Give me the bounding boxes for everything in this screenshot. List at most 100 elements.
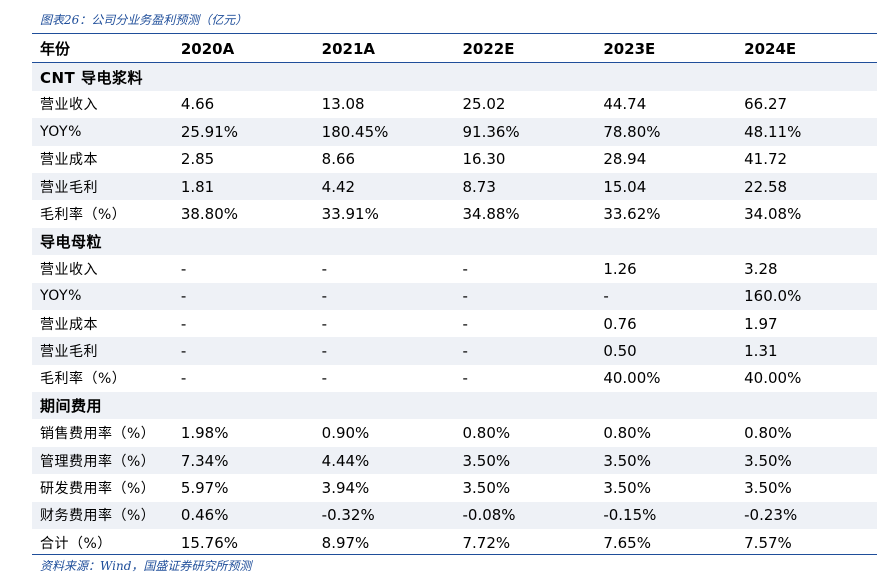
table-cell: 15.04 [595,172,737,201]
table-cell [454,392,596,420]
table-cell: 5.97% [180,478,229,497]
table-cell: 180.45% [313,118,455,146]
table-cell [736,227,877,256]
table-cell: 7.72% [462,533,511,552]
table-cell: 8.73 [454,172,596,201]
table-cell: -0.32% [313,501,455,530]
table-cell: 33.91% [321,205,379,224]
row-label: 营业成本 [40,152,98,169]
table-cell: 3.50% [603,478,651,497]
header-cell: 2023E [595,35,737,64]
table-cell: 3.50% [454,446,596,475]
table-cell [454,227,596,256]
section-row: 导电母粒 [32,227,877,256]
table-cell: 25.02 [462,95,506,114]
table-cell: 13.08 [321,95,365,114]
table-cell: 0.76 [603,314,637,333]
header-cell: 2021A [313,35,455,64]
table-cell: 7.65% [603,533,651,552]
header-cell: 2024E [736,35,877,64]
table-cell: - [172,282,314,310]
table-cell: 66.27 [744,95,788,114]
table-cell: 28.94 [603,150,647,169]
table-cell [595,62,737,91]
table-cell: 34.88% [462,205,520,224]
section-row: 期间费用 [32,392,877,420]
table-row: 管理费用率（%） 7.34% 4.44% 3.50% 3.50% 3.50% [32,446,877,475]
table-cell: 0.90% [321,424,370,443]
table-row: 毛利率（%） - - - 40.00% 40.00% [32,365,877,392]
table-cell: 0.46% [172,501,314,530]
section-row: CNT 导电浆料 [32,62,877,91]
table-cell [595,392,737,420]
table-cell: 1.97 [744,314,778,333]
table-cell [736,392,877,420]
table-body: CNT 导电浆料 营业收入 4.66 13.08 25.02 44.74 66.27 YOY%… [32,62,877,557]
top-rule [32,33,877,34]
header-cell: 年份 [32,35,173,64]
table-cell: - [180,314,187,333]
table-cell: 40.00% [744,369,802,388]
table-cell: 40.00% [603,369,661,388]
table-cell: 7.34% [172,446,314,475]
table-cell: 4.42 [313,172,455,201]
table-row: YOY% 25.91% 180.45% 91.36% 78.80% 48.11% [32,118,877,146]
table-row: 营业成本 2.85 8.66 16.30 28.94 41.72 [32,146,877,173]
table-cell: 8.97% [321,533,370,552]
row-label: 毛利率（%） [40,207,127,224]
table-cell [172,392,314,420]
row-label: 财务费用率（%） [32,501,173,530]
table-row: 毛利率（%） 38.80% 33.91% 34.88% 33.62% 34.08% [32,200,877,227]
table-cell: -0.15% [595,501,737,530]
table-cell: 0.80% [744,424,792,443]
table-row: 销售费用率（%） 1.98% 0.90% 0.80% 0.80% 0.80% [32,419,877,446]
row-label: 营业收入 [40,261,98,278]
table-cell [313,62,455,91]
row-label: 期间费用 [32,392,173,420]
table-cell: 91.36% [454,118,596,146]
table-cell [736,62,877,91]
table-row: 研发费用率（%） 5.97% 3.94% 3.50% 3.50% 3.50% [32,474,877,501]
table-cell: -0.08% [454,501,596,530]
table-cell: - [462,369,468,388]
table-cell: 44.74 [603,95,647,114]
table-cell: - [321,314,328,333]
table-cell: - [180,259,187,278]
table-cell: 0.80% [462,424,511,443]
row-label: 营业收入 [40,97,98,114]
table-cell: - [454,282,596,310]
table-cell: 0.80% [603,424,651,443]
table-cell: 15.76% [180,533,239,552]
table-cell [172,62,314,91]
header-cell: 2020A [172,35,314,64]
row-label: YOY% [32,118,173,146]
table-cell: 1.26 [603,259,637,278]
source-note: 资料来源：Wind，国盛证券研究所预测 [40,559,252,573]
header-cell: 2022E [454,35,596,64]
table-cell: 33.62% [603,205,661,224]
table-cell [313,392,455,420]
bottom-rule [32,554,877,555]
table-cell: 2.85 [180,150,215,169]
table-cell: 48.11% [736,118,877,146]
row-label: 合计（%） [40,535,112,552]
table-row: YOY% - - - -160.0% [32,282,877,310]
table-row: 财务费用率（%） 0.46% -0.32% -0.08% -0.15% -0.23% [32,501,877,530]
table-cell: 22.58 [736,172,877,201]
row-label: CNT 导电浆料 [32,62,173,91]
table-cell: - [462,314,468,333]
table-cell: 1.98% [180,424,229,443]
table-cell: 16.30 [462,150,506,169]
row-label: 营业毛利 [32,337,173,365]
table-row: 营业毛利 - - -0.50 1.31 [32,337,877,365]
figure-caption: 图表26：公司分业务盈利预测（亿元） [40,13,248,27]
table-cell: -0.23% [736,501,877,530]
table-cell: 4.44% [313,446,455,475]
table-row: 营业成本 - - - 0.76 1.97 [32,310,877,337]
table-cell [595,227,737,256]
table-row: 合计（%） 15.76% 8.97% 7.72% 7.65% 7.57% [32,529,877,556]
table-cell: - [454,337,596,365]
table-cell: - [462,259,468,278]
table-cell: - [172,337,314,365]
table-row: 营业收入 - - - 1.26 3.28 [32,255,877,282]
